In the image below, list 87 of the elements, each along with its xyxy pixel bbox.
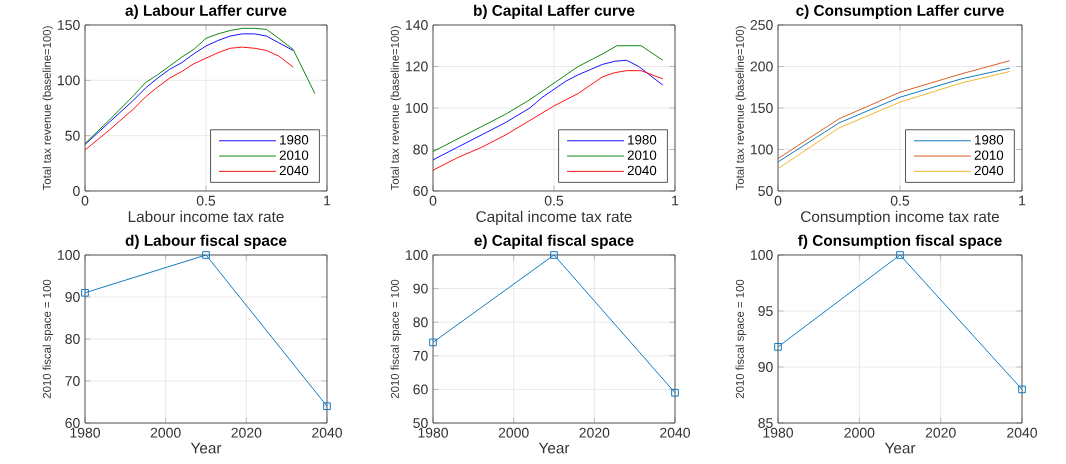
x-tick-label: 0 [774, 195, 782, 206]
y-tick-label: 80 [65, 334, 80, 344]
point [550, 251, 558, 259]
x-axis-title: Year [538, 442, 570, 454]
x-tick-label: 2000 [150, 427, 181, 438]
point [202, 251, 210, 259]
y-tick-label: 150 [58, 20, 80, 30]
point [81, 289, 89, 297]
legend-label: 2040 [974, 165, 1004, 176]
legend-label: 1980 [628, 135, 657, 145]
y-tick-label: 100 [751, 250, 773, 260]
chart-title: c) Consumption Laffer curve [796, 4, 1004, 19]
x-tick-label: 1980 [418, 427, 449, 438]
x-axis-title: Year [884, 442, 916, 454]
x-tick-label: 0.5 [544, 195, 564, 206]
y-tick-label: 50 [413, 418, 428, 428]
y-tick-label: 70 [65, 376, 80, 386]
chart-title: d) Labour fiscal space [125, 234, 287, 249]
legend-label: 1980 [975, 135, 1004, 145]
x-tick-label: 0 [429, 195, 437, 206]
chart-title: e) Capital fiscal space [474, 234, 634, 249]
y-axis-title: 2010 fiscal space = 100 [735, 279, 747, 399]
y-tick-label: 100 [406, 250, 428, 260]
legend-label: 2040 [627, 165, 657, 176]
x-tick-label: 1 [324, 195, 331, 206]
x-tick-label: 1 [1019, 195, 1026, 206]
x-tick-label: 1980 [70, 427, 101, 438]
legend-label: 2010 [627, 150, 657, 160]
chart-title: b) Capital Laffer curve [474, 4, 635, 19]
y-tick-label: 95 [758, 306, 773, 316]
x-tick-label: 2020 [925, 427, 956, 438]
y-tick-label: 140 [406, 20, 428, 30]
y-tick-label: 60 [413, 186, 428, 196]
y-tick-label: 120 [406, 61, 428, 72]
point [774, 343, 782, 351]
x-axis-title: Year [190, 442, 222, 454]
y-tick-label: 100 [406, 103, 428, 113]
y-tick-label: 150 [751, 103, 773, 113]
x-tick-label: 2040 [660, 427, 691, 438]
legend-label: 2010 [974, 150, 1004, 160]
y-tick-label: 90 [758, 362, 773, 372]
y-tick-label: 90 [413, 283, 428, 294]
y-tick-label: 250 [750, 20, 773, 30]
x-tick-label: 1 [672, 195, 679, 206]
x-axis-title: Labour income tax rate [128, 210, 284, 223]
y-tick-label: 90 [65, 292, 80, 302]
y-tick-label: 60 [65, 418, 80, 428]
y-tick-label: 85 [758, 418, 773, 428]
x-tick-label: 2020 [231, 427, 262, 438]
x-tick-label: 2040 [312, 427, 343, 438]
legend-label: 2040 [279, 165, 309, 176]
point [1018, 385, 1026, 394]
point [671, 388, 679, 397]
chart-title: a) Labour Laffer curve [125, 4, 287, 19]
point [896, 251, 904, 259]
point [429, 338, 437, 347]
x-axis-title: Capital income tax rate [476, 210, 632, 226]
x-tick-label: 0.5 [890, 195, 910, 206]
y-tick-label: 50 [65, 130, 80, 141]
y-tick-label: 80 [413, 317, 428, 328]
chart-title: f) Consumption fiscal space [798, 234, 1002, 249]
y-axis-title: Total tax revenue (baseline=100) [735, 26, 747, 191]
y-tick-label: 100 [58, 250, 80, 260]
y-tick-label: 200 [750, 61, 773, 72]
y-axis-title: 2010 fiscal space = 100 [390, 279, 402, 399]
legend-label: 2010 [279, 150, 309, 160]
x-tick-label: 2040 [1007, 427, 1038, 438]
x-tick-label: 0 [81, 195, 89, 206]
y-tick-label: 80 [413, 144, 428, 155]
y-tick-label: 100 [751, 144, 773, 155]
x-tick-label: 1980 [763, 427, 794, 438]
y-tick-label: 50 [758, 186, 773, 196]
x-tick-label: 2000 [844, 427, 875, 438]
y-tick-label: 0 [73, 186, 80, 196]
y-tick-label: 100 [58, 75, 80, 86]
point [323, 402, 331, 411]
y-axis-title: Total tax revenue (baseline=100) [42, 26, 54, 191]
y-tick-label: 60 [413, 384, 428, 395]
y-axis-title: Total tax revenue (baseline=100) [390, 26, 402, 191]
x-axis-title: Consumption income tax rate [801, 210, 1000, 226]
legend-label: 1980 [280, 135, 309, 145]
y-tick-label: 70 [413, 350, 428, 361]
x-tick-label: 2020 [579, 427, 610, 438]
line-series [433, 59, 664, 161]
x-tick-label: 0.5 [196, 195, 216, 206]
x-tick-label: 2000 [498, 427, 529, 438]
y-axis-title: 2010 fiscal space = 100 [42, 279, 54, 399]
